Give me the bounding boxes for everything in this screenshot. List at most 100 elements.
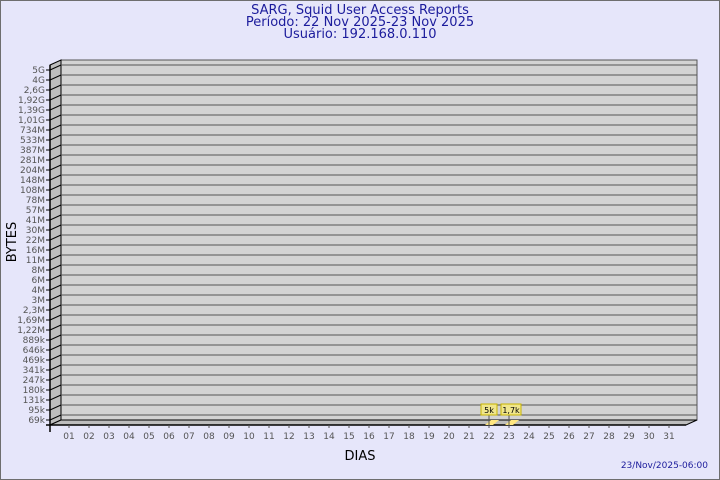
grid-line-side (49, 404, 62, 411)
y-tick-label: 1,69M (17, 316, 45, 326)
report-title: SARG, Squid User Access Reports (251, 3, 469, 18)
x-tick-label: 02 (83, 432, 94, 442)
x-tick-label: 18 (403, 432, 415, 442)
grid-line-side (49, 334, 62, 341)
grid-line-side (49, 364, 62, 371)
grid-line-side (49, 314, 62, 321)
x-tick-label: 15 (343, 432, 354, 442)
y-tick-label: 30M (26, 226, 45, 236)
grid-line-side (49, 394, 62, 401)
y-tick-label: 148M (20, 176, 45, 186)
x-tick-label: 07 (183, 432, 194, 442)
grid-line-side (49, 74, 62, 81)
grid-line-side (49, 374, 62, 381)
y-axis-label: BYTES (5, 222, 20, 263)
grid-line-side (49, 104, 62, 111)
x-tick-label: 04 (123, 432, 135, 442)
x-tick-label: 19 (423, 432, 435, 442)
grid-line-side (49, 294, 62, 301)
y-tick-label: 247k (23, 376, 46, 386)
grid-line-side (49, 384, 62, 391)
bar-value-label: 5k (484, 406, 494, 415)
plot-back-wall (60, 59, 698, 421)
y-tick-label: 1,39G (18, 106, 45, 116)
grid-line-side (49, 64, 62, 71)
grid-line-side (49, 354, 62, 361)
bar-label-box (500, 403, 522, 416)
y-tick-label: 1,92G (18, 96, 45, 106)
y-tick-label: 734M (20, 126, 45, 136)
y-tick-label: 57M (26, 206, 45, 216)
x-tick-label: 28 (603, 432, 615, 442)
grid-line-side (49, 224, 62, 231)
y-tick-label: 281M (20, 156, 45, 166)
grid-line-side (49, 234, 62, 241)
plot-side-wall (49, 59, 62, 426)
x-tick-label: 14 (323, 432, 335, 442)
x-tick-label: 06 (163, 432, 175, 442)
report-period: Período: 22 Nov 2025-23 Nov 2025 (245, 15, 475, 30)
x-tick-label: 26 (563, 432, 575, 442)
y-tick-label: 4M (32, 286, 46, 296)
grid-line-side (49, 154, 62, 161)
x-tick-label: 22 (483, 432, 494, 442)
grid-line-side (49, 84, 62, 91)
generated-timestamp: 23/Nov/2025-06:00 (620, 461, 708, 471)
grid-line-side (49, 284, 62, 291)
grid-line-side (49, 244, 62, 251)
y-tick-label: 22M (26, 236, 45, 246)
bar-value-label: 1,7k (502, 406, 520, 415)
y-tick-label: 8M (32, 266, 46, 276)
x-tick-label: 01 (63, 432, 74, 442)
y-tick-label: 2,6G (24, 86, 45, 96)
x-tick-label: 08 (203, 432, 215, 442)
y-tick-label: 533M (20, 136, 45, 146)
x-tick-label: 12 (283, 432, 294, 442)
y-tick-label: 11M (26, 256, 45, 266)
x-tick-label: 11 (263, 432, 274, 442)
x-tick-label: 30 (643, 432, 655, 442)
x-tick-label: 23 (503, 432, 514, 442)
y-tick-label: 204M (20, 166, 45, 176)
y-tick-label: 387M (20, 146, 45, 156)
grid-line-side (49, 254, 62, 261)
y-tick-label: 2,3M (23, 306, 45, 316)
y-tick-label: 4G (32, 76, 45, 86)
x-tick-label: 17 (383, 432, 394, 442)
y-tick-label: 6M (32, 276, 46, 286)
grid-line-side (49, 344, 62, 351)
y-tick-label: 469k (23, 356, 46, 366)
x-tick-label: 05 (143, 432, 154, 442)
grid-line-side (49, 274, 62, 281)
grid-line-side (49, 324, 62, 331)
y-tick-label: 1,22M (17, 326, 45, 336)
grid-line-side (49, 264, 62, 271)
x-tick-label: 21 (463, 432, 474, 442)
grid-line-side (49, 124, 62, 131)
y-tick-label: 180k (23, 386, 46, 396)
y-tick-label: 16M (26, 246, 45, 256)
x-tick-label: 09 (223, 432, 235, 442)
y-tick-label: 78M (26, 196, 45, 206)
grid-line-side (49, 304, 62, 311)
grid-line-side (49, 204, 62, 211)
x-tick-label: 13 (303, 432, 314, 442)
x-axis-label: DIAS (345, 449, 376, 464)
x-tick-label: 24 (523, 432, 535, 442)
grid-line-side (49, 414, 62, 421)
bar-label-box (480, 403, 498, 416)
x-tick-label: 10 (243, 432, 255, 442)
grid-line-side (49, 114, 62, 121)
y-tick-label: 69k (28, 416, 45, 426)
y-tick-label: 3M (32, 296, 46, 306)
grid-line-side (49, 184, 62, 191)
grid-line-side (49, 164, 62, 171)
y-tick-label: 95k (28, 406, 45, 416)
y-tick-label: 131k (23, 396, 46, 406)
y-tick-label: 108M (20, 186, 45, 196)
grid-line-side (49, 94, 62, 101)
grid-line-side (49, 174, 62, 181)
grid-line-side (49, 194, 62, 201)
x-tick-label: 25 (543, 432, 554, 442)
